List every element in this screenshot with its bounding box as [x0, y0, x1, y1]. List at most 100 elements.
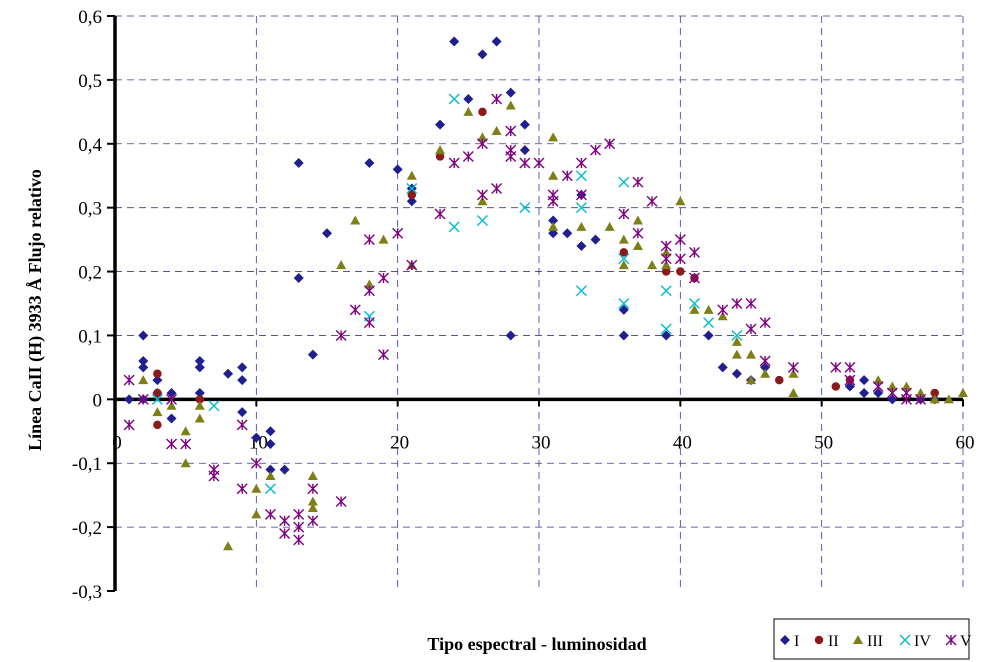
data-point: [265, 464, 276, 475]
data-point: [194, 413, 205, 423]
data-point: [194, 356, 205, 366]
data-point: [350, 215, 361, 225]
data-point: [830, 361, 842, 373]
data-point: [915, 393, 927, 405]
data-point: [208, 400, 220, 412]
data-point: [435, 119, 446, 130]
data-point: [237, 362, 248, 373]
data-point: [449, 36, 460, 47]
data-point: [195, 395, 205, 404]
data-point: [632, 176, 644, 188]
data-point: [138, 362, 149, 373]
series-iv: [151, 93, 743, 495]
legend-label-v: V: [960, 633, 972, 650]
data-point: [307, 496, 318, 506]
data-point: [322, 228, 332, 239]
data-point: [548, 221, 559, 231]
data-point: [901, 381, 912, 391]
legend: I II III IV V: [773, 618, 972, 660]
data-point: [138, 330, 149, 341]
data-point: [788, 368, 799, 378]
data-point: [448, 93, 460, 105]
data-point: [575, 285, 587, 297]
data-point: [166, 387, 177, 398]
data-point: [307, 483, 319, 495]
data-point: [349, 304, 361, 316]
data-point: [293, 534, 305, 546]
data-point: [844, 374, 856, 386]
legend-marker-ii: [814, 635, 824, 645]
data-point: [575, 189, 587, 201]
data-point: [392, 164, 403, 175]
data-point: [378, 234, 389, 244]
data-point: [478, 107, 487, 117]
data-point: [237, 375, 248, 386]
x-tick-label: 40: [673, 432, 692, 453]
data-point: [363, 285, 375, 297]
data-point: [293, 521, 305, 533]
data-point: [548, 215, 559, 226]
data-point: [378, 272, 390, 284]
data-point: [759, 355, 771, 367]
data-point: [363, 234, 375, 246]
series-iii: [138, 100, 968, 551]
data-point: [491, 93, 503, 105]
data-point: [590, 144, 602, 156]
data-point: [618, 253, 630, 265]
data-point: [632, 215, 643, 225]
data-point: [463, 106, 474, 116]
data-point: [703, 317, 715, 329]
data-point: [787, 361, 799, 373]
data-point: [264, 508, 276, 520]
data-point: [660, 285, 672, 297]
data-point: [618, 176, 630, 188]
data-point: [237, 407, 248, 418]
data-point: [575, 157, 587, 169]
data-point: [223, 541, 234, 551]
grid-lines: [115, 15, 964, 591]
data-point: [406, 196, 417, 207]
data-point: [676, 267, 685, 276]
y-axis-title: Línea CaII (H) 3933 Å Flujo relativo: [25, 169, 46, 451]
data-point: [619, 248, 629, 257]
data-point: [745, 298, 757, 309]
data-point: [561, 170, 573, 182]
data-point: [151, 393, 163, 405]
data-point: [562, 228, 573, 239]
data-point: [674, 253, 686, 265]
data-point: [958, 387, 968, 397]
axes: [107, 15, 964, 592]
data-point: [123, 374, 135, 386]
data-point: [661, 247, 672, 257]
data-point: [519, 202, 531, 214]
data-point: [307, 349, 318, 360]
data-point: [236, 483, 248, 495]
data-point: [124, 394, 135, 405]
data-point: [477, 196, 488, 206]
data-point: [434, 208, 446, 220]
data-points: [123, 36, 968, 551]
data-point: [363, 317, 375, 329]
data-point: [166, 393, 178, 405]
data-point: [463, 94, 474, 105]
data-point: [236, 419, 248, 431]
data-point: [731, 329, 743, 341]
data-point: [548, 132, 559, 142]
y-tick-label: 0,4: [78, 135, 102, 156]
data-point: [632, 227, 644, 239]
data-point: [392, 227, 404, 239]
data-point: [717, 304, 729, 316]
data-point: [505, 100, 516, 110]
data-point: [915, 387, 926, 397]
data-point: [618, 304, 629, 315]
data-point: [844, 381, 855, 392]
data-point: [265, 471, 276, 480]
y-tick-labels: -0,3 -0,2 -0,1 0 0,1 0,2 0,3 0,4 0,5 0,6: [72, 7, 103, 603]
data-point: [618, 298, 630, 309]
data-point: [194, 400, 205, 410]
x-axis-title: Tipo espectral - luminosidad: [427, 634, 646, 654]
data-point: [731, 349, 742, 359]
data-point: [886, 387, 898, 399]
data-point: [180, 426, 191, 436]
